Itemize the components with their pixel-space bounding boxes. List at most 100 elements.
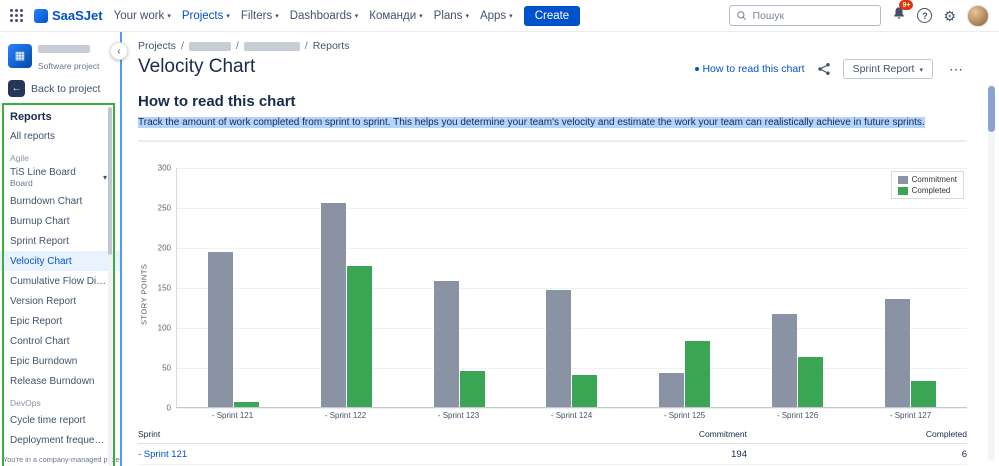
legend-swatch-icon <box>897 186 908 195</box>
highlighted-text: Track the amount of work completed from … <box>138 117 925 128</box>
settings-gear-icon[interactable]: ⚙ <box>943 7 956 24</box>
bell-icon <box>894 7 905 19</box>
column-header-commitment: Commitment <box>698 429 747 439</box>
nav-plans[interactable]: Plans ▾ <box>433 9 469 22</box>
bar-commitment <box>433 281 459 407</box>
sidebar-item-version-report[interactable]: Version Report <box>10 295 77 307</box>
legend-label: Commitment <box>911 175 957 184</box>
sidebar-scrollbar-thumb[interactable] <box>108 107 112 255</box>
bar-commitment <box>659 373 685 407</box>
sidebar-item-velocity-chart[interactable]: Velocity Chart <box>0 251 120 271</box>
main-scrollbar[interactable] <box>988 84 995 461</box>
sidebar-item-all-reports[interactable]: All reports <box>10 130 56 142</box>
bar-completed <box>346 266 372 407</box>
bar-group <box>659 341 711 407</box>
bar-commitment <box>320 203 346 407</box>
gridline <box>177 328 967 329</box>
sidebar-item-burndown-chart[interactable]: Burndown Chart <box>10 195 83 207</box>
sidebar-item-cycle-time-report[interactable]: Cycle time report <box>10 414 86 426</box>
nav-teams[interactable]: Команди ▾ <box>369 9 423 22</box>
redacted-breadcrumb-item <box>243 41 300 51</box>
chart-legend: Commitment Completed <box>890 171 964 199</box>
sprint-link[interactable]: - Sprint 121 <box>138 448 188 460</box>
y-tick-label: 300 <box>157 163 171 173</box>
top-navigation-bar: SaaSJet Your work ▾ Projects ▾ Filters ▾ Da… <box>0 0 999 32</box>
bar-completed <box>459 371 485 407</box>
nav-apps[interactable]: Apps ▾ <box>479 9 513 22</box>
nav-your-work[interactable]: Your work ▾ <box>113 9 171 22</box>
logo-mark-icon <box>34 8 48 23</box>
project-header: ▦ Software project <box>0 32 120 73</box>
y-tick-label: 50 <box>162 363 171 373</box>
breadcrumb-projects[interactable]: Projects <box>138 40 176 52</box>
chevron-down-icon: ▾ <box>509 13 513 20</box>
breadcrumb-reports[interactable]: Reports <box>312 40 350 52</box>
link-dot-icon <box>695 67 700 71</box>
share-button[interactable] <box>817 62 831 76</box>
bar-completed <box>910 380 936 407</box>
search-input[interactable] <box>752 9 875 22</box>
back-to-project[interactable]: ← Back to project <box>0 73 120 101</box>
bar-group <box>546 290 598 407</box>
nav-filters[interactable]: Filters ▾ <box>240 9 279 22</box>
bar-commitment <box>207 251 233 407</box>
sidebar-item-release-burndown[interactable]: Release Burndown <box>10 375 95 387</box>
saasjet-logo[interactable]: SaaSJet <box>34 8 103 23</box>
x-axis-label: - Sprint 124 <box>550 411 593 420</box>
user-avatar[interactable] <box>967 4 989 27</box>
bar-group <box>320 203 372 407</box>
gridline <box>177 408 967 409</box>
title-row: Velocity Chart How to read this chart Sp… <box>138 56 967 79</box>
section-title: How to read this chart <box>138 93 296 110</box>
main-scrollbar-thumb[interactable] <box>988 86 995 132</box>
x-axis-labels: - Sprint 121 - Sprint 122 - Sprint 123 - Sp… <box>176 411 967 420</box>
column-header-sprint: Sprint <box>138 429 161 439</box>
more-actions-button[interactable]: ⋯ <box>949 61 963 77</box>
chevron-down-icon: ▾ <box>419 13 423 20</box>
gridline <box>177 368 967 369</box>
page-actions: How to read this chart Sprint Report ▾ ⋯ <box>695 59 967 79</box>
report-switcher-button[interactable]: Sprint Report ▾ <box>842 59 933 79</box>
sidebar-item-burnup-chart[interactable]: Burnup Chart <box>10 215 70 227</box>
sidebar-item-sprint-report[interactable]: Sprint Report <box>10 235 69 247</box>
share-icon <box>817 63 830 75</box>
bar-commitment <box>884 299 910 407</box>
bar-completed <box>685 341 711 407</box>
y-tick-label: 200 <box>157 243 171 253</box>
project-sidebar: ▦ Software project ← Back to project Rep… <box>0 32 120 466</box>
breadcrumb: Projects / / / Reports <box>138 40 350 52</box>
app-body: ▦ Software project ← Back to project Rep… <box>0 32 999 466</box>
commitment-value: 194 <box>731 448 747 460</box>
chart-description: Track the amount of work completed from … <box>138 116 967 130</box>
sidebar-collapse-button[interactable]: ‹ <box>110 42 128 60</box>
how-to-read-link[interactable]: How to read this chart <box>695 63 805 75</box>
x-axis-label: - Sprint 126 <box>776 411 819 420</box>
project-avatar: ▦ <box>8 43 32 68</box>
help-button[interactable]: ? <box>917 8 933 23</box>
global-search[interactable] <box>729 5 882 26</box>
x-axis-label: - Sprint 123 <box>437 411 480 420</box>
nav-projects[interactable]: Projects ▾ <box>181 9 230 22</box>
chevron-down-icon: ▾ <box>102 173 107 182</box>
sidebar-resizer[interactable] <box>120 32 122 466</box>
sidebar-scrollbar[interactable] <box>108 107 112 466</box>
notifications-button[interactable]: 9+ <box>892 0 914 25</box>
create-button[interactable]: Create <box>523 5 581 26</box>
app-switcher-icon[interactable] <box>10 9 23 22</box>
sidebar-item-deployment-frequency-report[interactable]: Deployment frequency report <box>10 434 120 446</box>
sidebar-item-epic-burndown[interactable]: Epic Burndown <box>10 355 78 367</box>
reports-panel: Reports All reports Agile TiS Line Board… <box>0 103 120 466</box>
nav-dashboards[interactable]: Dashboards ▾ <box>289 9 359 22</box>
chevron-down-icon: ▾ <box>465 13 469 20</box>
board-selector[interactable]: TiS Line Board Board ▾ <box>10 167 107 188</box>
devops-section-header: DevOps <box>10 398 41 408</box>
gridline <box>177 168 967 169</box>
topbar-right-cluster: 9+ ? ⚙ <box>729 0 989 27</box>
chart-plot: Commitment Completed <box>176 168 967 409</box>
x-axis-label: - Sprint 121 <box>211 411 254 420</box>
velocity-table: Sprint Commitment Completed - Sprint 121… <box>138 426 967 466</box>
sidebar-item-epic-report[interactable]: Epic Report <box>10 315 63 327</box>
x-axis-label: - Sprint 127 <box>889 411 932 420</box>
sidebar-item-cumulative-flow-diagram[interactable]: Cumulative Flow Diagram <box>10 275 120 287</box>
sidebar-item-control-chart[interactable]: Control Chart <box>10 335 70 347</box>
